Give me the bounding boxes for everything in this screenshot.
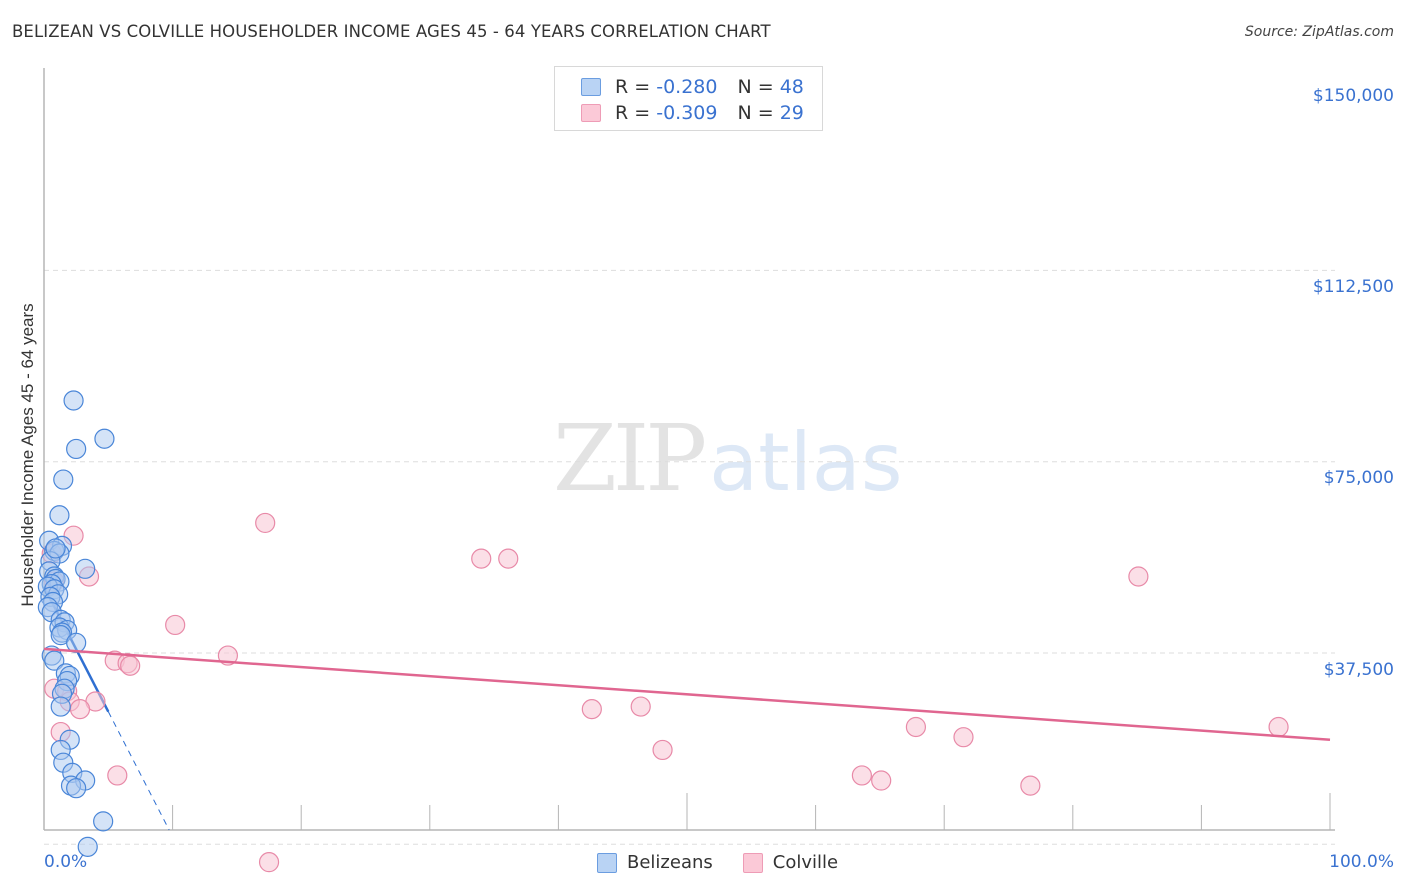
belizeans-trend-dashed [107,711,170,831]
n-value: 48 [779,76,804,98]
source-label: Source: ZipAtlas.com [1244,24,1394,40]
watermark-zip: ZIP [553,405,707,512]
colville-point [1268,716,1289,738]
belizeans-point [75,558,96,579]
legend-row-belizeans: R = -0.280 N = 48 [581,75,804,99]
colville-point [581,699,602,720]
colville-point [851,765,872,786]
n-value: 29 [779,102,804,124]
chart-title: BELIZEAN VS COLVILLE HOUSEHOLDER INCOME … [12,22,771,41]
y-tick-37500: $37,500 [1323,660,1394,680]
colville-point [120,655,141,676]
r-value: -0.309 [656,102,718,124]
colville-point [905,716,927,738]
belizeans-point [50,696,71,717]
colville-point [630,696,651,717]
x-tick-min: 0.0% [44,852,88,872]
r-label: R = [615,102,651,124]
colville-point [107,765,128,786]
y-tick-112500: $112,500 [1312,277,1394,297]
belizeans-swatch-icon [597,852,617,873]
belizeans-point [94,428,115,449]
legend-label: Colville [772,852,839,873]
n-label: N = [737,102,774,124]
belizeans-point [45,538,66,559]
belizeans-points [37,390,115,857]
legend-item-belizeans[interactable]: Belizeans [597,852,713,873]
colville-point [871,770,892,791]
legend-row-colville: R = -0.309 N = 29 [581,101,804,125]
watermark: ZIPatlas [553,405,903,512]
n-label: N = [737,76,774,98]
belizeans-point [53,469,74,490]
colville-point [1020,775,1041,796]
colville-swatch-icon [742,852,763,873]
belizeans-point [44,650,65,671]
colville-point [165,614,186,636]
belizeans-point [63,390,84,411]
legend-item-colville[interactable]: Colville [742,852,839,873]
legend-label: Belizeans [627,852,713,873]
belizeans-point [77,836,98,857]
belizeans-point [66,632,87,653]
belizeans-swatch-icon [581,78,601,96]
y-axis-label: Householder Income Ages 45 - 64 years [18,303,37,607]
colville-point [471,548,492,569]
colville-point [217,645,238,666]
colville-point [652,739,673,761]
colville-point [69,699,91,720]
axes [43,68,1335,831]
watermark-atlas: atlas [709,416,903,509]
colville-point [498,548,519,569]
colville-point [255,512,276,534]
colville-trend-line [43,647,1331,741]
r-label: R = [615,76,651,98]
gridlines [44,269,1335,845]
colville-point [1128,566,1149,587]
r-value: -0.280 [656,76,718,98]
y-tick-150000: $150,000 [1312,86,1394,106]
colville-point [258,852,280,873]
belizeans-point [66,438,87,460]
colville-swatch-icon [581,104,601,122]
colville-trend [43,647,1331,741]
series-legend: Belizeans Colville [597,852,868,873]
belizeans-point [49,505,70,526]
belizeans-point [93,811,114,832]
correlation-legend: R = -0.280 N = 48 R = -0.309 N = 29 [554,66,823,131]
y-tick-75000: $75,000 [1323,468,1394,488]
x-tick-max: 100.0% [1329,852,1394,872]
belizeans-point [66,778,87,799]
colville-point [953,727,974,748]
